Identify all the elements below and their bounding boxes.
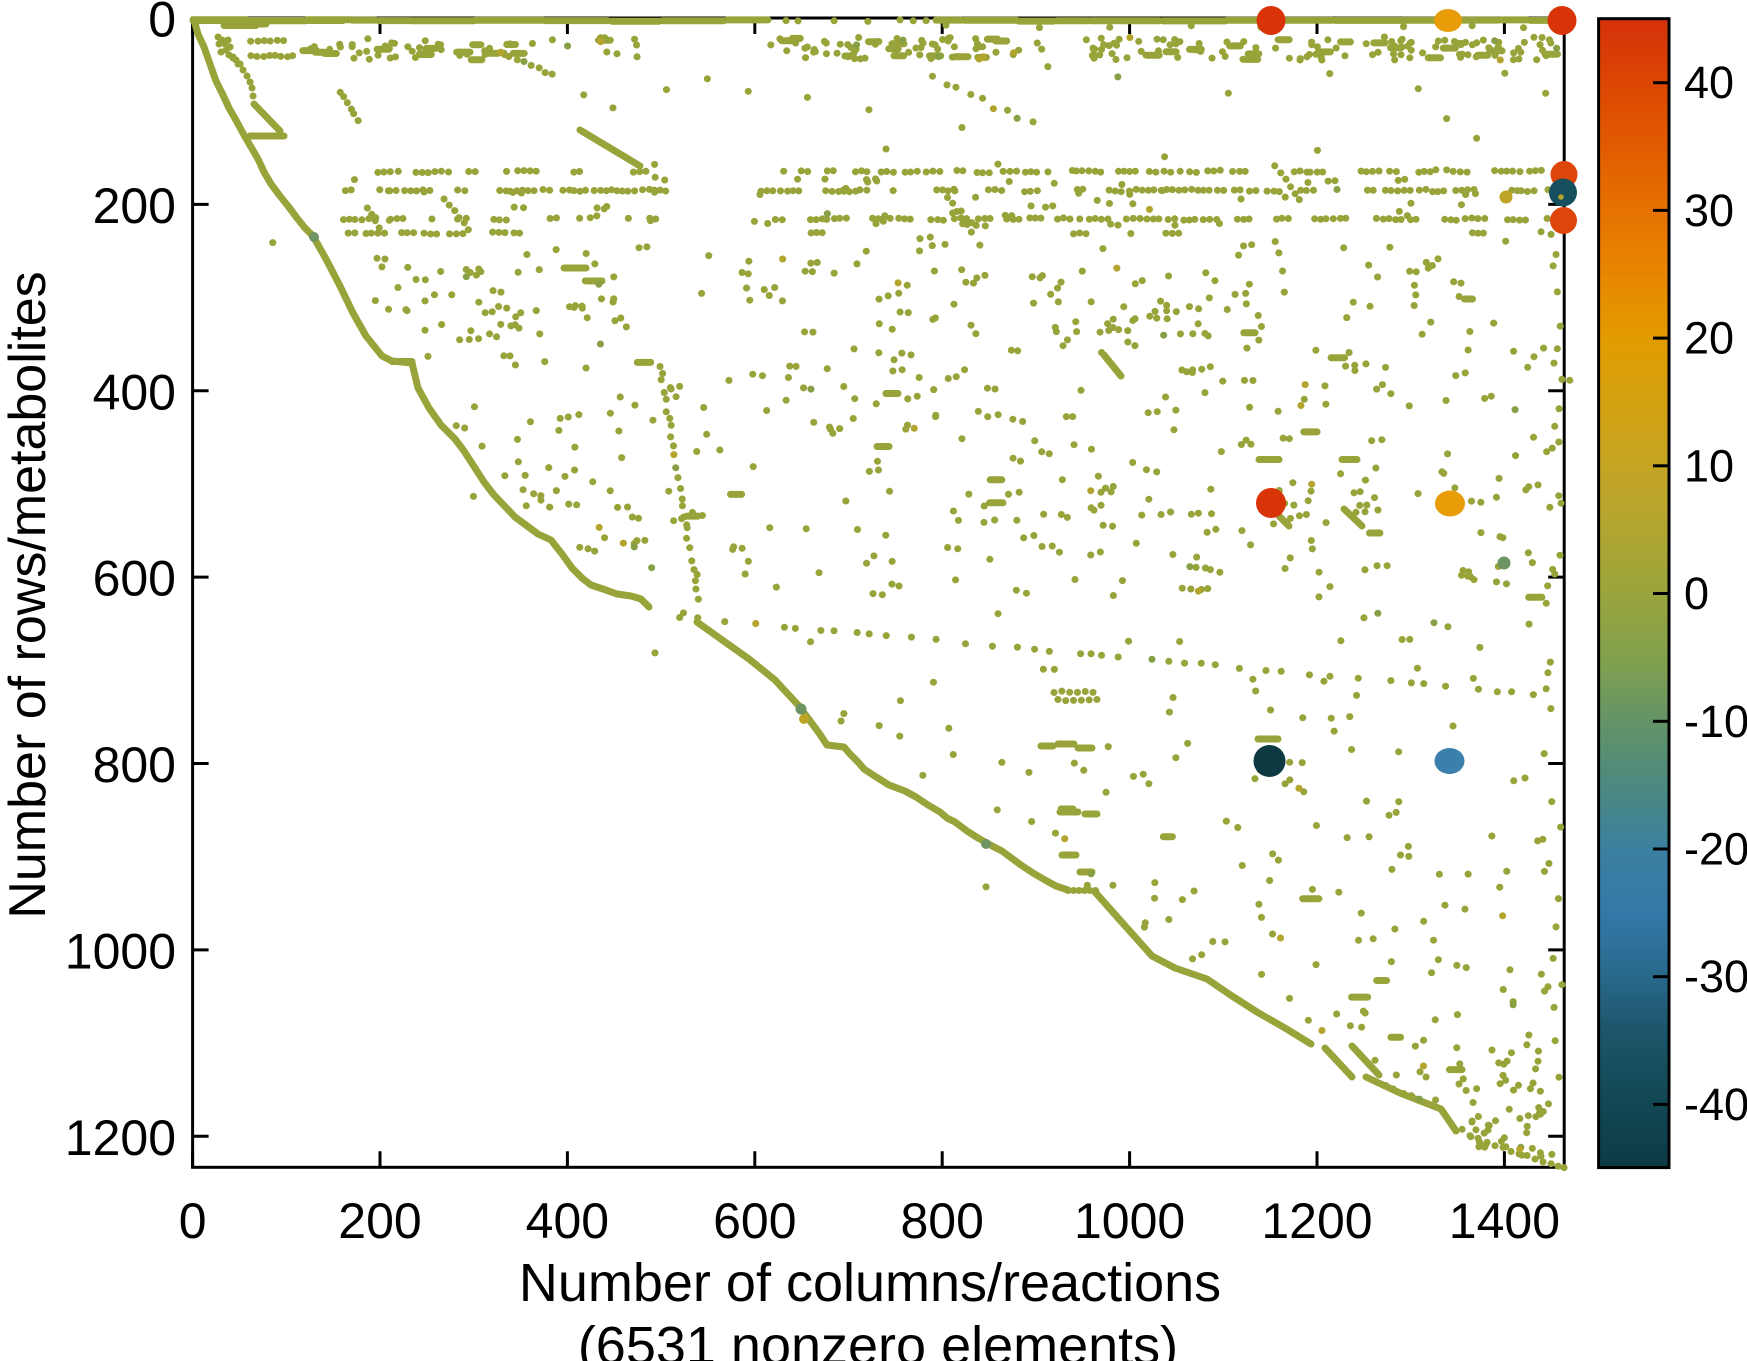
svg-text:40: 40: [1684, 57, 1734, 108]
svg-text:-10: -10: [1684, 696, 1747, 747]
svg-text:200: 200: [93, 178, 176, 234]
svg-text:800: 800: [900, 1193, 983, 1249]
svg-text:1000: 1000: [65, 923, 176, 979]
svg-text:(6531 nonzero elements): (6531 nonzero elements): [578, 1316, 1178, 1361]
svg-text:200: 200: [338, 1193, 421, 1249]
svg-text:800: 800: [93, 737, 176, 793]
svg-text:-30: -30: [1684, 951, 1747, 1002]
svg-text:0: 0: [1684, 568, 1709, 619]
svg-text:20: 20: [1684, 313, 1734, 364]
svg-text:-20: -20: [1684, 824, 1747, 875]
svg-text:Number of rows/metabolites: Number of rows/metabolites: [0, 271, 57, 918]
svg-text:10: 10: [1684, 440, 1734, 491]
svg-text:400: 400: [93, 364, 176, 420]
svg-text:600: 600: [713, 1193, 796, 1249]
svg-text:400: 400: [526, 1193, 609, 1249]
svg-text:-40: -40: [1684, 1079, 1747, 1130]
svg-text:1200: 1200: [1261, 1193, 1372, 1249]
svg-text:1200: 1200: [65, 1110, 176, 1166]
svg-text:30: 30: [1684, 185, 1734, 236]
svg-text:1400: 1400: [1449, 1193, 1560, 1249]
svg-text:1000: 1000: [1074, 1193, 1185, 1249]
svg-text:0: 0: [148, 0, 176, 48]
svg-text:0: 0: [179, 1193, 207, 1249]
svg-text:Number of columns/reactions: Number of columns/reactions: [519, 1253, 1221, 1313]
svg-text:600: 600: [93, 551, 176, 607]
